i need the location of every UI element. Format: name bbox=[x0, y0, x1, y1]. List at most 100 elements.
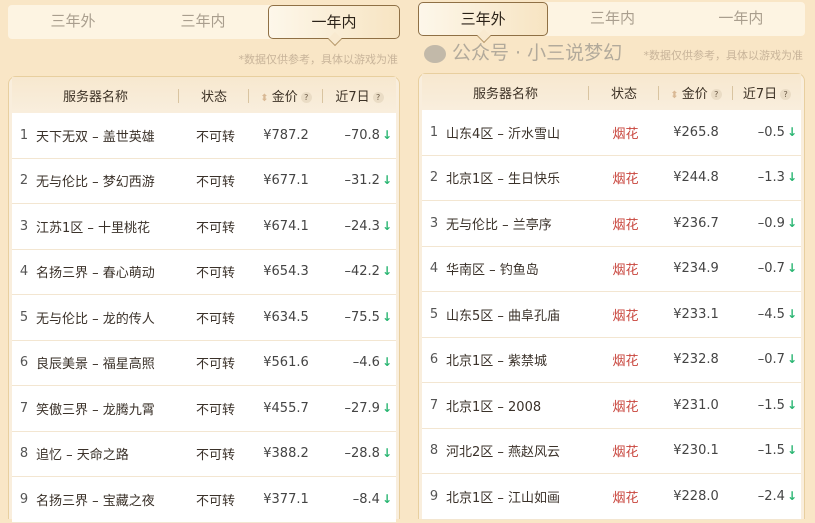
trend-down-icon: ↓ bbox=[786, 443, 797, 458]
server-name: 天下无双 – 盖世英雄 bbox=[36, 129, 155, 145]
tab-within-1-year[interactable]: 一年内 bbox=[268, 5, 400, 39]
table-row[interactable]: 9 名扬三界 – 宝藏之夜 不可转 ¥377.1 –8.4 ↓ bbox=[12, 477, 396, 523]
change-value: –75.5 bbox=[344, 309, 380, 325]
sort-icon[interactable]: ⬍ bbox=[670, 89, 679, 101]
gold-price: ¥388.2 bbox=[263, 446, 309, 462]
change-value: –0.9 bbox=[757, 215, 785, 231]
change-7d: –2.4 ↓ bbox=[733, 489, 801, 504]
row-rank: 2 bbox=[429, 170, 439, 186]
row-rank: 7 bbox=[429, 397, 439, 413]
server-name: 无与伦比 – 龙的传人 bbox=[36, 311, 155, 327]
help-icon[interactable]: ? bbox=[780, 88, 792, 100]
trend-down-icon: ↓ bbox=[381, 355, 392, 370]
row-rank: 8 bbox=[19, 446, 29, 462]
trend-down-icon: ↓ bbox=[786, 261, 797, 276]
header-status: 状态 bbox=[589, 83, 659, 102]
trend-down-icon: ↓ bbox=[786, 352, 797, 367]
status: 烟花 bbox=[612, 263, 639, 279]
trend-down-icon: ↓ bbox=[786, 124, 797, 139]
table-header: 服务器名称 状态 ⬍ 金价? 近7日? bbox=[12, 77, 396, 113]
change-value: –4.5 bbox=[757, 306, 785, 322]
table-row[interactable]: 6 北京1区 – 紫禁城 烟花 ¥232.8 –0.7 ↓ bbox=[422, 337, 801, 383]
sort-icon[interactable]: ⬍ bbox=[260, 92, 269, 104]
trend-down-icon: ↓ bbox=[786, 306, 797, 321]
server-name: 北京1区 – 紫禁城 bbox=[446, 354, 548, 370]
trend-down-icon: ↓ bbox=[786, 170, 797, 185]
change-value: –8.4 bbox=[352, 491, 380, 507]
table-row[interactable]: 3 江苏1区 – 十里桃花 不可转 ¥674.1 –24.3 ↓ bbox=[12, 204, 396, 250]
change-7d: –0.9 ↓ bbox=[733, 216, 801, 231]
row-rank: 6 bbox=[429, 352, 439, 368]
table-row[interactable]: 7 笑傲三界 – 龙腾九霄 不可转 ¥455.7 –27.9 ↓ bbox=[12, 386, 396, 432]
status: 烟花 bbox=[612, 217, 639, 233]
help-icon[interactable]: ? bbox=[710, 88, 722, 100]
table-row[interactable]: 5 无与伦比 – 龙的传人 不可转 ¥634.5 –75.5 ↓ bbox=[12, 295, 396, 341]
table-row[interactable]: 2 北京1区 – 生日快乐 烟花 ¥244.8 –1.3 ↓ bbox=[422, 155, 801, 201]
row-rank: 4 bbox=[429, 261, 439, 277]
status: 烟花 bbox=[612, 399, 639, 415]
row-rank: 7 bbox=[19, 400, 29, 416]
header-name: 服务器名称 bbox=[12, 86, 179, 105]
disclaimer-note: *数据仅供参考，具体以游戏为准 bbox=[643, 49, 804, 62]
change-7d: –70.8 ↓ bbox=[323, 128, 396, 143]
gold-price: ¥377.1 bbox=[263, 491, 309, 507]
row-rank: 4 bbox=[19, 264, 29, 280]
row-rank: 1 bbox=[19, 127, 29, 143]
change-7d: –27.9 ↓ bbox=[323, 401, 396, 416]
change-value: –31.2 bbox=[344, 173, 380, 189]
header-price[interactable]: ⬍ 金价? bbox=[659, 83, 733, 102]
table-row[interactable]: 1 山东4区 – 沂水雪山 烟花 ¥265.8 –0.5 ↓ bbox=[422, 110, 801, 156]
tab-over-3-years[interactable]: 三年外 bbox=[50, 12, 96, 30]
gold-price: ¥674.1 bbox=[263, 218, 309, 234]
header-change-label: 近7日 bbox=[742, 86, 778, 102]
header-name-label: 服务器名称 bbox=[62, 89, 128, 105]
tab-within-1-year[interactable]: 一年内 bbox=[718, 9, 764, 27]
server-name: 北京1区 – 2008 bbox=[446, 399, 542, 415]
table-row[interactable]: 4 名扬三界 – 春心萌动 不可转 ¥654.3 –42.2 ↓ bbox=[12, 249, 396, 295]
row-rank: 3 bbox=[429, 215, 439, 231]
change-value: –1.3 bbox=[757, 170, 785, 186]
server-name: 追忆 – 天命之路 bbox=[36, 448, 129, 464]
status: 不可转 bbox=[195, 448, 235, 464]
change-7d: –1.3 ↓ bbox=[733, 170, 801, 185]
change-value: –4.6 bbox=[352, 355, 380, 371]
header-name: 服务器名称 bbox=[422, 83, 589, 102]
table-row[interactable]: 5 山东5区 – 曲阜孔庙 烟花 ¥233.1 –4.5 ↓ bbox=[422, 292, 801, 338]
help-icon[interactable]: ? bbox=[372, 91, 384, 103]
table-row[interactable]: 9 北京1区 – 江山如画 烟花 ¥228.0 –2.4 ↓ bbox=[422, 474, 801, 520]
trend-down-icon: ↓ bbox=[381, 127, 392, 142]
server-name: 北京1区 – 江山如画 bbox=[446, 490, 561, 506]
header-change-label: 近7日 bbox=[335, 89, 370, 105]
row-rank: 5 bbox=[429, 306, 439, 322]
header-status: 状态 bbox=[179, 86, 249, 105]
watermark-text: 公众号 · 小三说梦幻 bbox=[452, 42, 623, 64]
server-name: 名扬三界 – 春心萌动 bbox=[36, 266, 155, 282]
table-row[interactable]: 2 无与伦比 – 梦幻西游 不可转 ¥677.1 –31.2 ↓ bbox=[12, 158, 396, 204]
tab-within-3-years[interactable]: 三年内 bbox=[180, 12, 226, 30]
gold-price: ¥233.1 bbox=[673, 306, 719, 322]
table-row[interactable]: 8 河北2区 – 燕赵风云 烟花 ¥230.1 –1.5 ↓ bbox=[422, 428, 801, 474]
row-rank: 9 bbox=[19, 491, 29, 507]
table-row[interactable]: 8 追忆 – 天命之路 不可转 ¥388.2 –28.8 ↓ bbox=[12, 431, 396, 477]
gold-price: ¥265.8 bbox=[673, 124, 719, 140]
row-rank: 6 bbox=[19, 355, 29, 371]
tab-bar: 三年外 三年内 一年内 bbox=[8, 5, 400, 39]
server-name: 笑傲三界 – 龙腾九霄 bbox=[36, 402, 155, 418]
change-7d: –1.5 ↓ bbox=[733, 398, 801, 413]
header-price[interactable]: ⬍ 金价? bbox=[249, 86, 323, 105]
table-row[interactable]: 7 北京1区 – 2008 烟花 ¥231.0 –1.5 ↓ bbox=[422, 383, 801, 429]
status: 不可转 bbox=[195, 357, 235, 373]
help-icon[interactable]: ? bbox=[300, 91, 312, 103]
change-7d: –4.6 ↓ bbox=[323, 355, 396, 370]
tab-over-3-years[interactable]: 三年外 bbox=[418, 2, 549, 36]
table-row[interactable]: 3 无与伦比 – 兰亭序 烟花 ¥236.7 –0.9 ↓ bbox=[422, 201, 801, 247]
change-7d: –31.2 ↓ bbox=[323, 173, 396, 188]
table-row[interactable]: 1 天下无双 – 盖世英雄 不可转 ¥787.2 –70.8 ↓ bbox=[12, 113, 396, 159]
table-row[interactable]: 6 良辰美景 – 福星高照 不可转 ¥561.6 –4.6 ↓ bbox=[12, 340, 396, 386]
server-name: 河北2区 – 燕赵风云 bbox=[446, 445, 561, 461]
wechat-icon bbox=[424, 44, 446, 63]
trend-down-icon: ↓ bbox=[381, 400, 392, 415]
tab-within-3-years[interactable]: 三年内 bbox=[589, 9, 635, 27]
table-row[interactable]: 4 华南区 – 钓鱼岛 烟花 ¥234.9 –0.7 ↓ bbox=[422, 246, 801, 292]
status: 不可转 bbox=[195, 493, 235, 509]
